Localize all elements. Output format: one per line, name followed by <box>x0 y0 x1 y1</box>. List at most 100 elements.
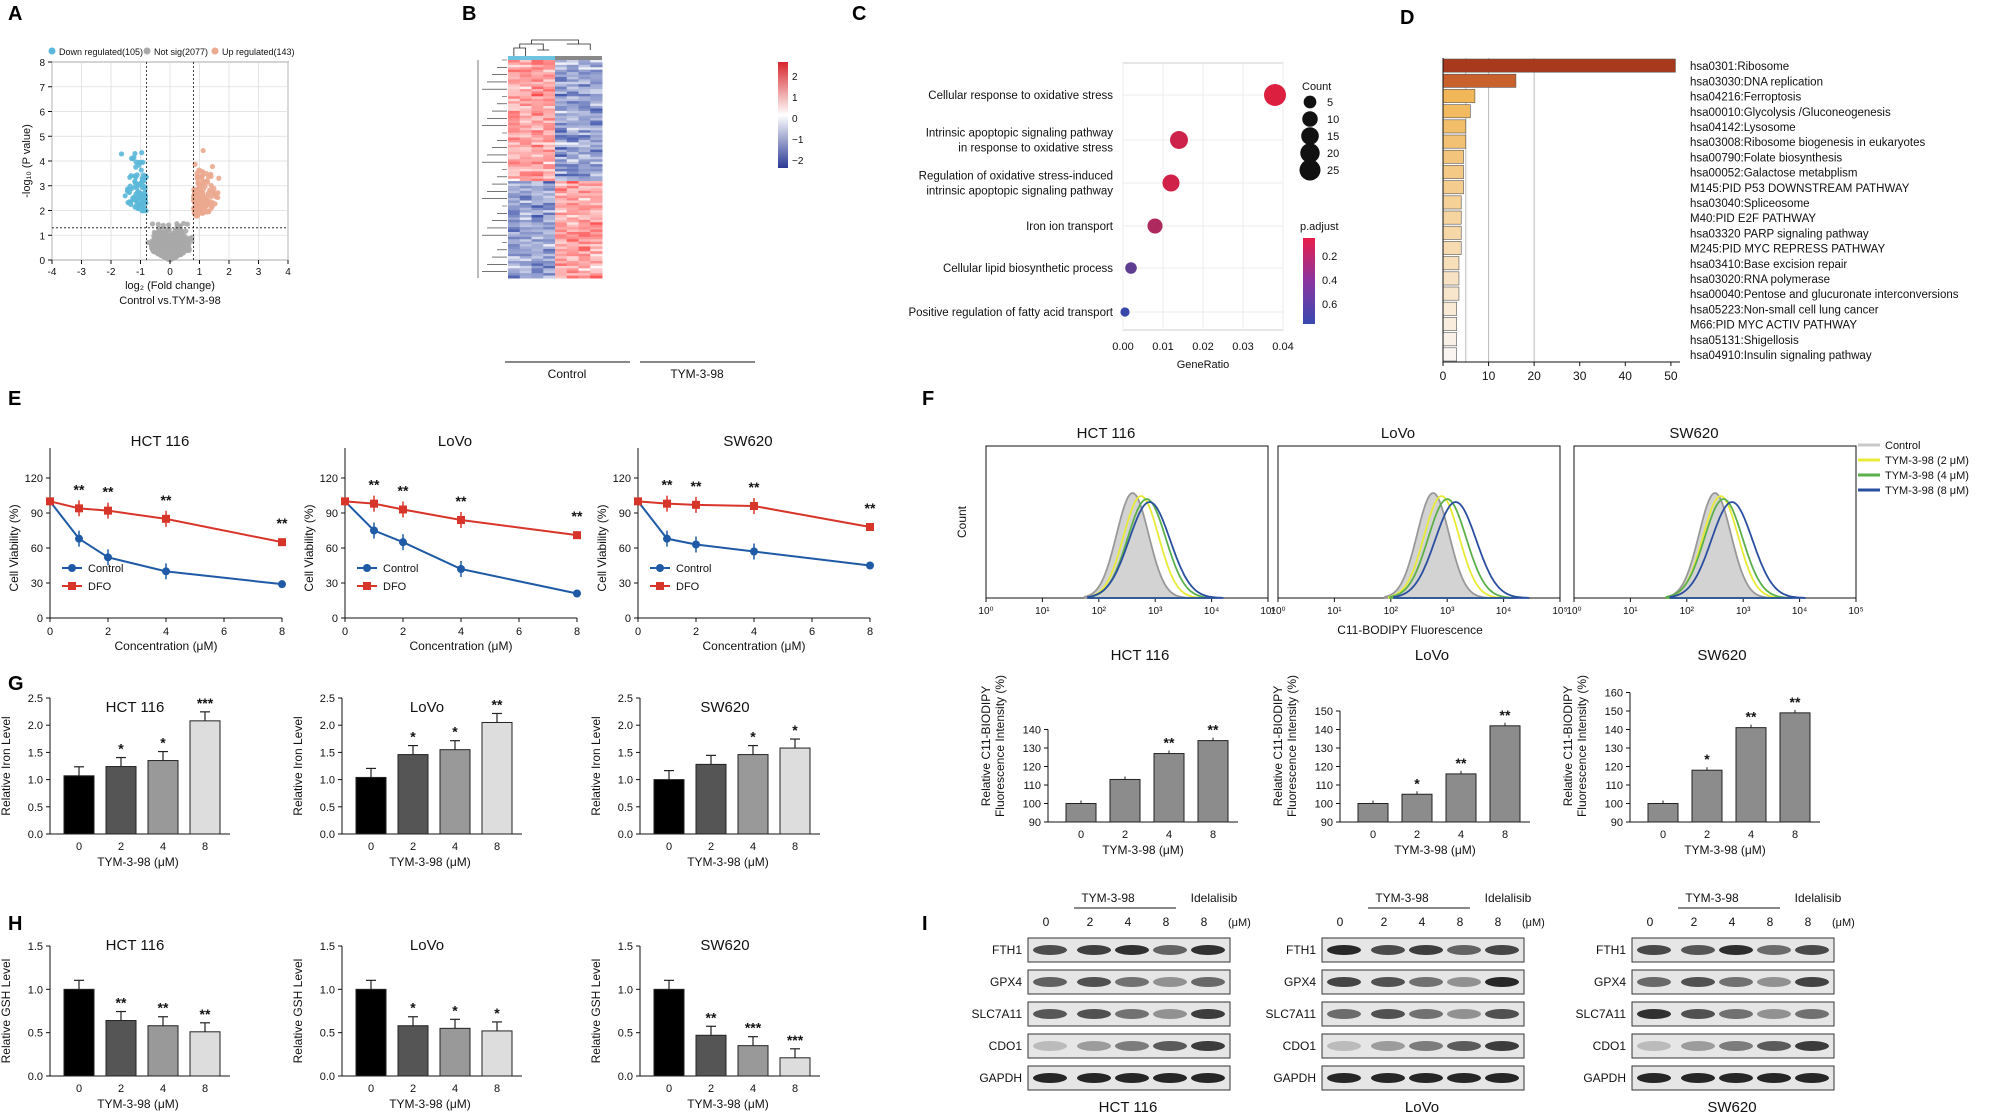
heatmap-cell <box>555 101 568 105</box>
heatmap-cell <box>508 152 521 155</box>
heatmap-cell <box>555 159 568 163</box>
heatmap-cell <box>555 251 568 255</box>
dfo-data-point <box>370 499 378 508</box>
heatmap-cell <box>555 195 568 199</box>
x-axis-label: TYM-3-98 (μM) <box>687 1097 769 1111</box>
bar <box>63 775 95 835</box>
heatmap-cell <box>566 113 579 117</box>
data-point <box>167 247 173 253</box>
heatmap-cell <box>543 98 556 102</box>
heatmap-cell <box>590 263 603 267</box>
heatmap-cell <box>590 149 603 153</box>
kegg-bar-chart: hsa0301:Ribosome hsa03030:DNA replication… <box>1440 58 1959 383</box>
blot-band <box>1719 1073 1753 1083</box>
heatmap-cell <box>519 244 532 248</box>
heatmap-cell <box>519 202 532 206</box>
heatmap-cell <box>566 251 579 255</box>
heatmap-cell <box>543 188 556 192</box>
heatmap-cell <box>519 152 532 155</box>
heatmap-cell <box>531 198 544 201</box>
data-point <box>128 173 134 179</box>
tick-label: 130 <box>1023 743 1041 755</box>
control-data-point <box>573 589 581 598</box>
heatmap-cell <box>555 122 568 126</box>
heatmap-cell <box>519 96 532 100</box>
significance-mark: ** <box>1746 709 1757 725</box>
heatmap-cell <box>543 229 556 233</box>
legend-marker <box>1302 111 1318 127</box>
heatmap-cell <box>578 275 591 279</box>
heatmap-cell <box>508 173 521 177</box>
chart-title: SW620 <box>700 699 749 716</box>
data-point <box>140 183 146 189</box>
dfo-data-point <box>162 514 170 523</box>
panel-label-a: A <box>8 3 22 25</box>
heatmap-cell <box>555 207 568 211</box>
histogram-curve <box>1087 501 1224 599</box>
blot-band <box>1327 1009 1361 1019</box>
heatmap-cell <box>566 261 579 264</box>
heatmap-cell <box>531 159 544 163</box>
kegg-term-label: hsa03030:DNA replication <box>1690 76 1823 88</box>
heatmap-cell <box>578 261 591 264</box>
blot-band <box>1033 1041 1067 1051</box>
control-data-point <box>104 553 112 562</box>
heatmap-cell <box>566 193 579 197</box>
heatmap-cell <box>566 118 579 122</box>
heatmap-cell <box>519 224 532 228</box>
bar <box>779 1057 811 1077</box>
significance-mark: ** <box>1790 694 1801 710</box>
tick-label: 4 <box>750 1083 756 1095</box>
panel-label-g: G <box>8 673 24 695</box>
tick-label: 2 <box>693 626 699 638</box>
data-point <box>204 178 210 184</box>
kegg-bar <box>1442 332 1457 347</box>
tick-label: 4 <box>751 626 757 638</box>
heatmap-cell <box>555 275 568 279</box>
legend-label: DFO <box>383 581 407 593</box>
heatmap-cell <box>531 164 544 168</box>
heatmap-cell <box>543 219 556 223</box>
tick-label: 6 <box>516 626 522 638</box>
tick-label: 4 <box>750 841 756 853</box>
heatmap-cell <box>508 248 521 252</box>
tick-label: 0.0 <box>320 1071 335 1083</box>
heatmap-cell <box>555 74 568 78</box>
heatmap-cell <box>555 125 568 129</box>
y-axis-label: Relative GSH Level <box>0 959 13 1064</box>
data-point <box>172 227 178 233</box>
heatmap-cell <box>566 219 579 223</box>
heatmap-cell <box>543 231 556 235</box>
heatmap-cell <box>508 127 521 131</box>
tick-label: 0.0 <box>618 1071 633 1083</box>
heatmap-cell <box>508 181 521 185</box>
tick-label: 1.5 <box>28 747 43 759</box>
heatmap-cell <box>555 86 568 90</box>
bar <box>439 1027 471 1077</box>
heatmap-cell <box>531 89 544 92</box>
heatmap-cell <box>578 98 591 102</box>
heatmap-cell <box>531 106 544 109</box>
legend-marker <box>211 47 219 55</box>
tick-label: 10⁴ <box>1496 606 1511 617</box>
significance-mark: *** <box>197 695 214 711</box>
heatmap-cell <box>566 217 579 221</box>
bar <box>1779 712 1811 823</box>
blot-band <box>1719 1009 1753 1019</box>
heatmap-cell <box>578 219 591 223</box>
heatmap-cell <box>566 229 579 233</box>
heatmap-cell <box>590 106 603 109</box>
heatmap-cell <box>531 156 544 160</box>
go-dot <box>1120 307 1130 317</box>
heatmap-cell <box>555 205 568 209</box>
heatmap-cell <box>555 222 568 226</box>
go-dot <box>1170 131 1188 149</box>
tick-label: 8 <box>1210 829 1216 841</box>
data-point <box>196 190 202 196</box>
heatmap-cell <box>531 253 544 257</box>
tick-label: 0.0 <box>320 829 335 841</box>
heatmap-cell <box>566 130 579 134</box>
blot-band <box>1371 1009 1405 1019</box>
heatmap-cell <box>566 147 579 151</box>
bar <box>481 1030 513 1077</box>
